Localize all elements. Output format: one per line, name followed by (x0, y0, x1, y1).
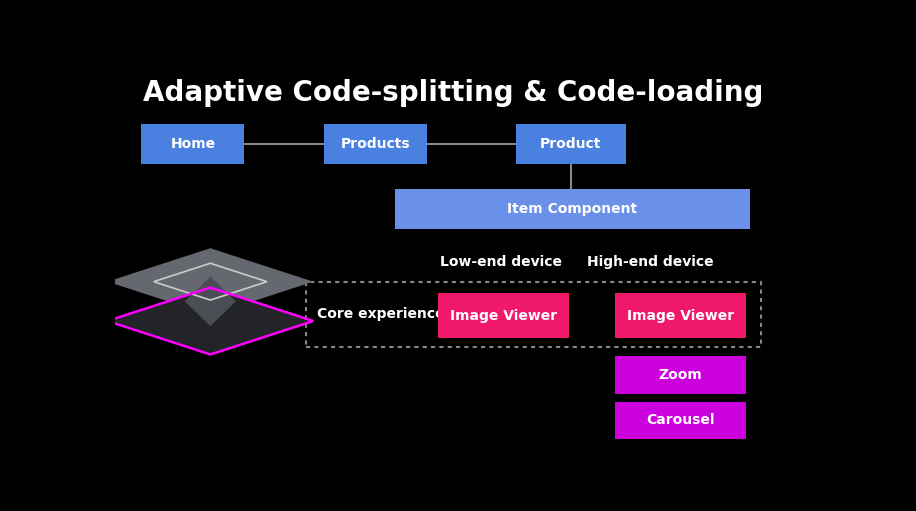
Text: Zoom: Zoom (659, 368, 703, 382)
Polygon shape (185, 276, 236, 326)
Text: Products: Products (341, 137, 410, 151)
Text: Image Viewer: Image Viewer (627, 309, 735, 323)
Text: High-end device: High-end device (587, 255, 714, 269)
Text: Item Component: Item Component (507, 202, 638, 216)
Text: Core experience: Core experience (317, 307, 444, 321)
Polygon shape (107, 248, 313, 315)
Polygon shape (107, 288, 313, 355)
Text: Adaptive Code-splitting & Code-loading: Adaptive Code-splitting & Code-loading (143, 79, 763, 107)
Text: Image Viewer: Image Viewer (450, 309, 557, 323)
FancyBboxPatch shape (516, 124, 626, 164)
FancyBboxPatch shape (615, 357, 747, 394)
FancyBboxPatch shape (141, 124, 245, 164)
FancyBboxPatch shape (615, 293, 747, 338)
FancyBboxPatch shape (438, 293, 569, 338)
Text: Low-end device: Low-end device (441, 255, 562, 269)
Text: Product: Product (540, 137, 601, 151)
Text: Home: Home (170, 137, 215, 151)
FancyBboxPatch shape (615, 402, 747, 439)
FancyBboxPatch shape (324, 124, 427, 164)
Text: Carousel: Carousel (647, 413, 714, 427)
FancyBboxPatch shape (395, 189, 750, 228)
